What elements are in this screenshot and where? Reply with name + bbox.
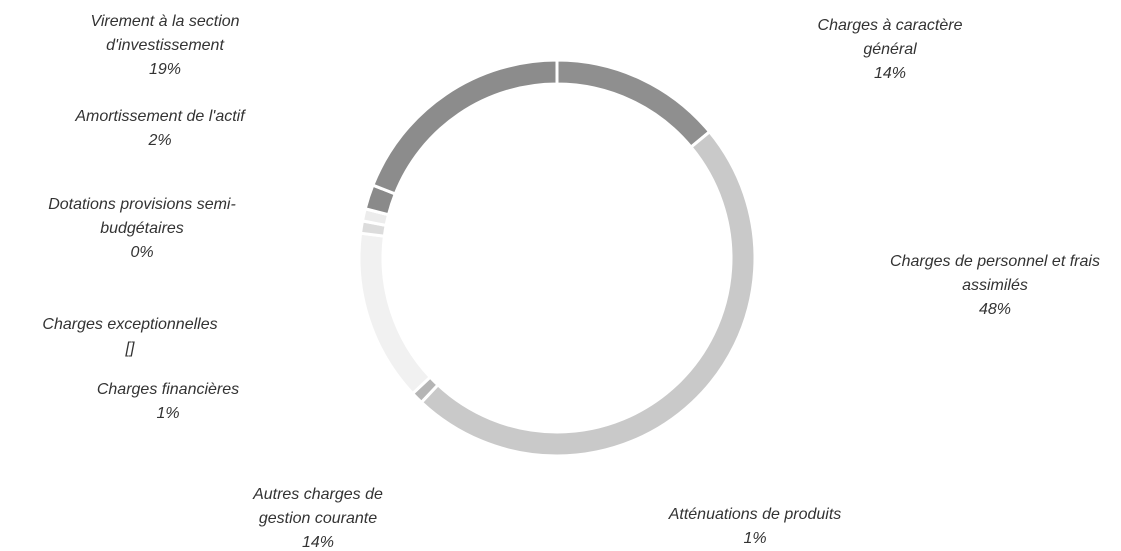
value-label: 1%: [743, 530, 767, 547]
value-label: 14%: [873, 65, 907, 82]
category-name: Charges financières: [96, 381, 240, 398]
donut-segment: [419, 129, 757, 458]
value-label: 1%: [156, 405, 180, 422]
slice-label: Atténuations de produits 1%: [625, 503, 885, 551]
category-name: Charges exceptionnelles: [42, 316, 218, 333]
value-label: 0%: [130, 244, 154, 261]
slice-label: Dotations provisions semi-budgétaires 0%: [27, 193, 257, 265]
category-name: Virement à la section d'investissement: [90, 13, 240, 54]
donut-segment: [555, 58, 712, 150]
slice-label: Autres charges de gestion courante 14%: [228, 483, 408, 551]
slice-label: Amortissement de l'actif 2%: [30, 105, 290, 153]
value-label: 2%: [148, 132, 172, 149]
slice-label: Charges à caractère général 14%: [810, 14, 970, 86]
slice-label: Virement à la section d'investissement 19…: [50, 10, 280, 82]
value-label: 48%: [978, 301, 1012, 318]
category-name: Autres charges de gestion courante: [253, 486, 383, 527]
slice-label: Charges financières 1%: [58, 378, 278, 426]
category-name: Dotations provisions semi-budgétaires: [48, 196, 236, 237]
category-name: Amortissement de l'actif: [75, 108, 245, 125]
donut-segment: [357, 231, 433, 396]
value-label: 19%: [148, 61, 182, 78]
category-name: Charges de personnel et frais assimilés: [890, 253, 1100, 294]
donut-segment: [370, 58, 559, 196]
slice-label: Charges de personnel et frais assimilés 4…: [870, 250, 1120, 322]
category-name: Atténuations de produits: [668, 506, 842, 523]
value-label: []: [125, 340, 135, 357]
value-label: 14%: [301, 534, 335, 551]
slice-label: Charges exceptionnelles []: [0, 313, 260, 361]
category-name: Charges à caractère général: [817, 17, 963, 58]
